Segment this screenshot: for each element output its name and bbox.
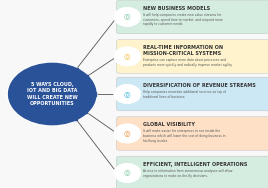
Text: ◎: ◎ [124, 52, 131, 61]
Text: ◎: ◎ [124, 12, 131, 21]
Text: ◎: ◎ [124, 168, 131, 177]
FancyBboxPatch shape [116, 156, 268, 188]
Text: ◎: ◎ [124, 52, 131, 61]
Text: ◎: ◎ [124, 129, 131, 138]
Circle shape [114, 8, 140, 26]
Circle shape [114, 164, 140, 182]
FancyBboxPatch shape [116, 117, 268, 150]
Circle shape [114, 164, 140, 182]
FancyBboxPatch shape [116, 77, 268, 111]
Circle shape [9, 63, 96, 125]
Circle shape [114, 47, 140, 65]
Circle shape [114, 85, 140, 103]
Text: NEW BUSINESS MODELS: NEW BUSINESS MODELS [143, 6, 210, 11]
Circle shape [114, 8, 140, 26]
Circle shape [8, 63, 97, 125]
Circle shape [114, 85, 140, 103]
Circle shape [114, 124, 140, 143]
Text: Access to information from autonomous analyses will allow
organizations to make : Access to information from autonomous an… [143, 169, 232, 178]
Text: Enterprise can capture more data about processes and
products more quickly and r: Enterprise can capture more data about p… [143, 58, 232, 67]
Text: 5 WAYS CLOUD,
IOT AND BIG DATA
WILL CREATE NEW
OPPORTUNITIES: 5 WAYS CLOUD, IOT AND BIG DATA WILL CREA… [27, 82, 78, 106]
Circle shape [11, 65, 94, 123]
Text: EFFICIENT, INTELLIGENT OPERATIONS: EFFICIENT, INTELLIGENT OPERATIONS [143, 162, 247, 167]
Text: GLOBAL VISIBILITY: GLOBAL VISIBILITY [143, 122, 195, 127]
Text: DIVERSIFICATION OF REVENUE STREAMS: DIVERSIFICATION OF REVENUE STREAMS [143, 83, 256, 88]
Text: ◎: ◎ [124, 12, 131, 21]
Text: Help companies monetize additional services on top of
traditional lines of busin: Help companies monetize additional servi… [143, 90, 226, 99]
Text: It will make easier for enterprises to see inside the
business which will lower : It will make easier for enterprises to s… [143, 129, 225, 143]
Text: ◎: ◎ [124, 89, 131, 99]
Text: ◎: ◎ [124, 89, 131, 99]
Circle shape [114, 47, 140, 65]
Text: ◎: ◎ [124, 168, 131, 177]
FancyBboxPatch shape [116, 0, 268, 34]
FancyBboxPatch shape [116, 40, 268, 73]
Text: ◎: ◎ [124, 129, 131, 138]
Text: REAL-TIME INFORMATION ON
MISSION-CRITICAL SYSTEMS: REAL-TIME INFORMATION ON MISSION-CRITICA… [143, 45, 223, 56]
Text: It will help companies create new value streams for
customers, speed time to mar: It will help companies create new value … [143, 13, 223, 27]
Circle shape [114, 124, 140, 143]
